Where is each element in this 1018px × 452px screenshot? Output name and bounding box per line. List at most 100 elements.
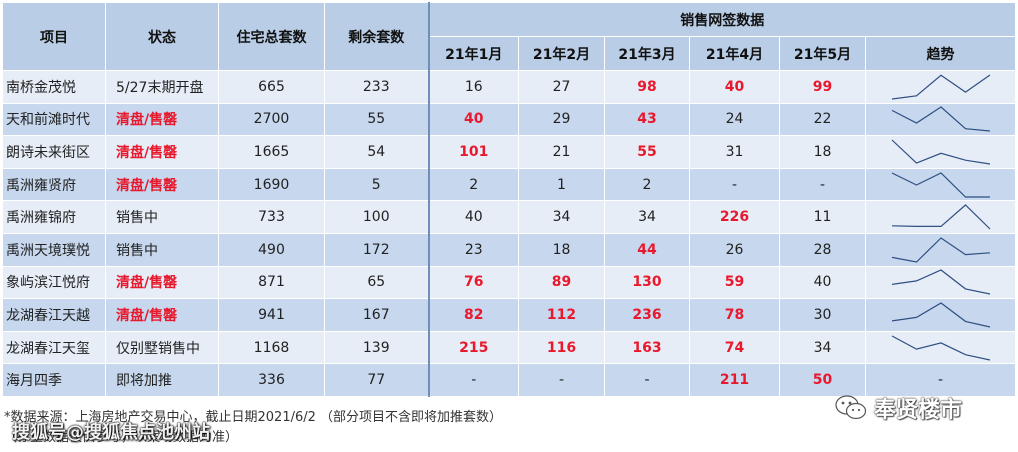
total-units-cell: 490 [219, 233, 325, 266]
total-units-cell: 665 [219, 71, 325, 104]
month-1-cell: 40 [429, 103, 519, 136]
project-name-cell: 象屿滨江悦府 [3, 266, 106, 299]
table-row: 禹洲雍贤府 清盘/售罄 1690 5 2 1 2- - [3, 168, 1016, 201]
project-name-cell: 南桥金茂悦 [3, 71, 106, 104]
project-name-cell: 天和前滩时代 [3, 103, 106, 136]
month-3-cell: 44 [605, 233, 690, 266]
header-month-2: 21年2月 [519, 37, 605, 71]
month-5-cell: 18 [780, 136, 866, 169]
trend-cell [866, 201, 1016, 234]
month-5-cell: - [780, 168, 866, 201]
trend-line [892, 303, 990, 327]
month-4-cell: 24 [690, 103, 780, 136]
header-project: 项目 [3, 3, 106, 71]
month-4-cell: 59 [690, 266, 780, 299]
trend-sparkline [889, 267, 993, 297]
month-1-cell: 82 [429, 299, 519, 332]
month-5-cell: 40 [780, 266, 866, 299]
month-3-cell: 34 [605, 201, 690, 234]
month-4-cell: 31 [690, 136, 780, 169]
month-1-cell: 2 [429, 168, 519, 201]
project-name-cell: 龙湖春江天玺 [3, 331, 106, 364]
project-name-cell: 朗诗未来街区 [3, 136, 106, 169]
month-4-cell: 40 [690, 71, 780, 104]
status-cell: 清盘/售罄 [106, 266, 219, 299]
month-3-cell: 163 [605, 331, 690, 364]
project-name-cell: 禹洲雍贤府 [3, 168, 106, 201]
trend-sparkline [889, 235, 993, 265]
remaining-units-cell: 65 [325, 266, 429, 299]
month-5-cell: 11 [780, 201, 866, 234]
trend-sparkline [889, 72, 993, 102]
trend-cell [866, 233, 1016, 266]
month-1-cell: 40 [429, 201, 519, 234]
month-3-cell: 43 [605, 103, 690, 136]
status-cell: 清盘/售罄 [106, 299, 219, 332]
header-month-1: 21年1月 [429, 37, 519, 71]
month-1-cell: 76 [429, 266, 519, 299]
month-1-cell: 101 [429, 136, 519, 169]
trend-line [892, 205, 990, 229]
table-row: 朗诗未来街区 清盘/售罄 1665 54 101 21 55 31 18 [3, 136, 1016, 169]
watermark-wechat-label: 奉贤楼市 [874, 392, 962, 424]
total-units-cell: 2700 [219, 103, 325, 136]
table-row: 龙湖春江天玺 仅别墅销售中 1168 139 215 116 163 74 34 [3, 331, 1016, 364]
header-trend: 趋势 [866, 37, 1016, 71]
trend-sparkline [889, 333, 993, 363]
trend-sparkline [889, 202, 993, 232]
watermark-sohu: 搜狐号@搜狐焦点池州站 [12, 418, 210, 444]
month-1-cell: 23 [429, 233, 519, 266]
remaining-units-cell: 55 [325, 103, 429, 136]
total-units-cell: 336 [219, 364, 325, 397]
month-2-cell: - [519, 364, 605, 397]
trend-line [892, 173, 990, 197]
month-2-cell: 34 [519, 201, 605, 234]
month-1-cell: 215 [429, 331, 519, 364]
project-name-cell: 龙湖春江天越 [3, 299, 106, 332]
month-5-cell: 99 [780, 71, 866, 104]
trend-cell [866, 299, 1016, 332]
table-row: 天和前滩时代 清盘/售罄 2700 55 40 29 43 24 22 [3, 103, 1016, 136]
month-5-cell: 28 [780, 233, 866, 266]
status-cell: 销售中 [106, 201, 219, 234]
trend-sparkline [889, 104, 993, 134]
trend-line [892, 270, 990, 294]
trend-sparkline [889, 300, 993, 330]
remaining-units-cell: 172 [325, 233, 429, 266]
month-3-cell: 2 [605, 168, 690, 201]
month-4-cell: 226 [690, 201, 780, 234]
header-sales-group: 销售网签数据 [429, 3, 1016, 37]
status-cell: 清盘/售罄 [106, 136, 219, 169]
month-5-cell: 30 [780, 299, 866, 332]
trend-line [892, 140, 990, 164]
remaining-units-cell: 139 [325, 331, 429, 364]
month-2-cell: 89 [519, 266, 605, 299]
header-status: 状态 [106, 3, 219, 71]
status-cell: 5/27末期开盘 [106, 71, 219, 104]
trend-sparkline [889, 137, 993, 167]
status-cell: 仅别墅销售中 [106, 331, 219, 364]
month-3-cell: - [605, 364, 690, 397]
month-4-cell: 26 [690, 233, 780, 266]
table-row: 南桥金茂悦 5/27末期开盘 665 233 16 27 98 40 99 [3, 71, 1016, 104]
trend-line [892, 336, 990, 360]
month-2-cell: 112 [519, 299, 605, 332]
total-units-cell: 871 [219, 266, 325, 299]
remaining-units-cell: 77 [325, 364, 429, 397]
month-1-cell: - [429, 364, 519, 397]
remaining-units-cell: 100 [325, 201, 429, 234]
total-units-cell: 941 [219, 299, 325, 332]
status-cell: 清盘/售罄 [106, 168, 219, 201]
trend-sparkline [889, 170, 993, 200]
trend-line [892, 107, 990, 131]
month-4-cell: - [690, 168, 780, 201]
trend-cell [866, 331, 1016, 364]
total-units-cell: 1168 [219, 331, 325, 364]
month-2-cell: 21 [519, 136, 605, 169]
table-body: 南桥金茂悦 5/27末期开盘 665 233 16 27 98 40 99 天和前滩时代 清盘/售罄… [3, 71, 1016, 397]
month-1-cell: 16 [429, 71, 519, 104]
header-total-units: 住宅总套数 [219, 3, 325, 71]
remaining-units-cell: 233 [325, 71, 429, 104]
trend-line [892, 238, 990, 262]
month-4-cell: 211 [690, 364, 780, 397]
